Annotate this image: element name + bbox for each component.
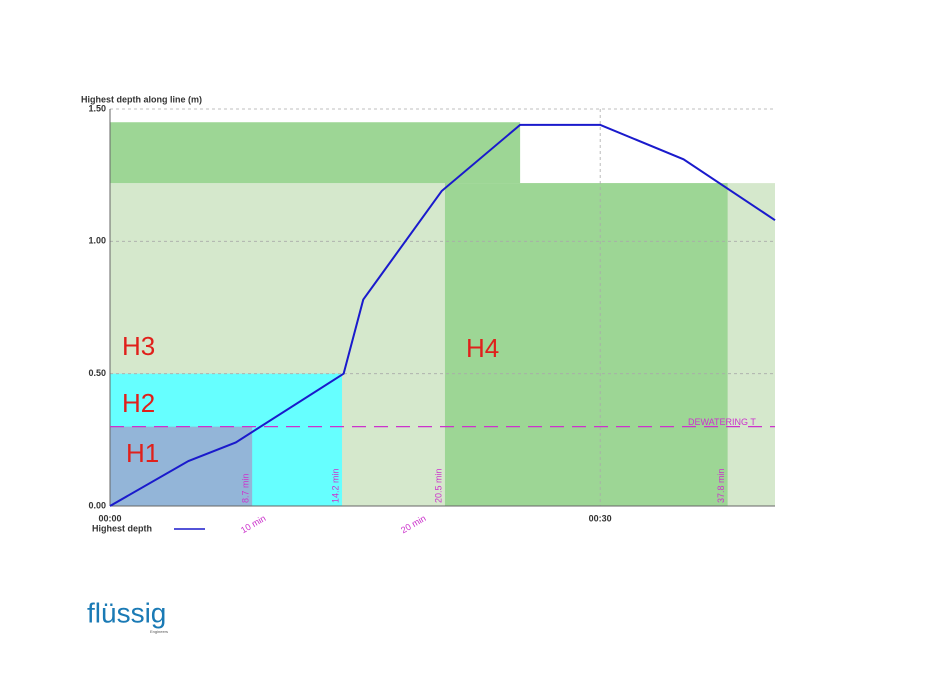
marker-label: 14.2 min: [330, 468, 340, 503]
marker-label: 37.8 min: [716, 468, 726, 503]
zone-label: H1: [126, 438, 159, 468]
threshold-label: DEWATERING T: [688, 417, 756, 427]
x-tick-label: 00:00: [98, 513, 121, 523]
time-label: 10 min: [239, 513, 267, 535]
y-tick-label: 0.50: [88, 368, 106, 378]
y-axis-title: Highest depth along line (m): [81, 94, 202, 104]
x-tick-label: 00:30: [589, 513, 612, 523]
zone-label: H3: [122, 331, 155, 361]
zone-label: H4: [466, 333, 499, 363]
logo-tagline: Engineers: [150, 629, 168, 634]
legend-label: Highest depth: [92, 523, 152, 533]
zone: [110, 122, 521, 184]
y-tick-label: 1.50: [88, 103, 106, 113]
y-tick-label: 1.00: [88, 236, 106, 246]
y-tick-label: 0.00: [88, 500, 106, 510]
time-label: 20 min: [399, 513, 427, 535]
marker-label: 8.7 min: [241, 473, 251, 503]
zone-label: H2: [122, 388, 155, 418]
logo: flüssig: [87, 597, 166, 628]
series-line: [109, 123, 776, 507]
marker-label: 20.5 min: [433, 468, 443, 503]
zone: [444, 183, 728, 506]
